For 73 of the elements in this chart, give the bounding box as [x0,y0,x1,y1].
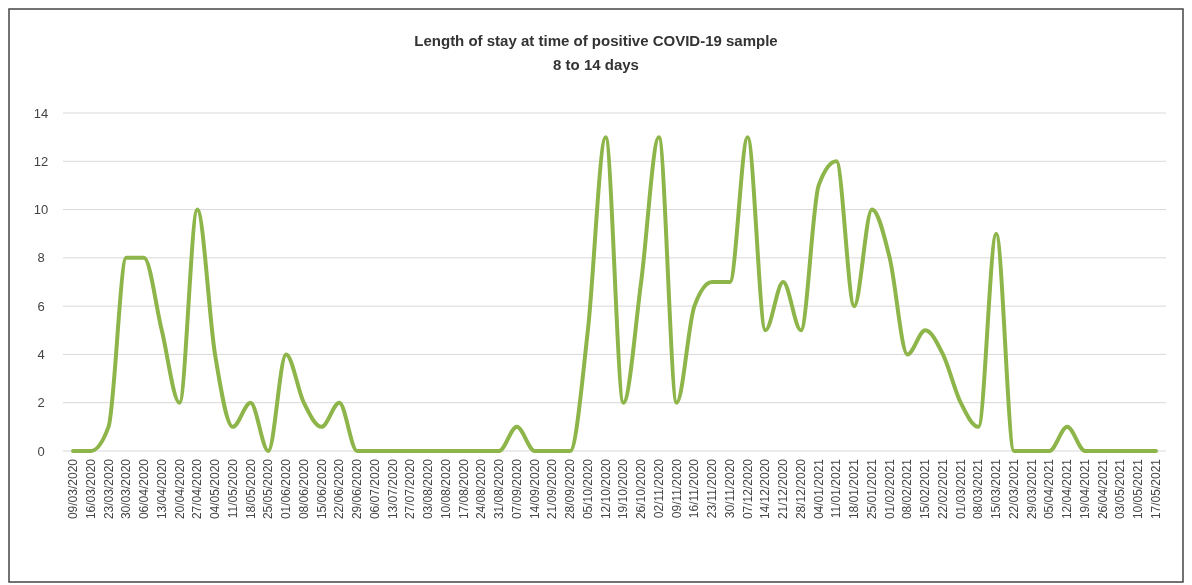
x-tick-label: 07/12/2020 [740,458,755,520]
x-tick-label: 04/01/2021 [811,458,826,520]
x-tick-label: 28/09/2020 [563,458,578,520]
x-tick-label: 09/11/2020 [669,458,684,519]
x-tick-label: 10/05/2021 [1131,458,1146,520]
x-tick-label: 03/05/2021 [1113,458,1128,520]
y-tick-label: 6 [37,298,45,314]
x-tick-label: 15/02/2021 [918,458,933,520]
x-tick-label: 22/02/2021 [935,458,950,520]
x-tick-label: 25/05/2020 [261,458,276,520]
x-tick-label: 06/07/2020 [367,458,382,520]
x-tick-label: 26/04/2021 [1095,458,1110,520]
x-tick-label: 15/03/2021 [989,458,1004,520]
x-tick-label: 09/03/2020 [66,458,80,520]
x-tick-label: 06/04/2020 [137,458,152,520]
x-tick-label: 04/05/2020 [208,458,223,520]
x-tick-label: 22/03/2021 [1006,458,1021,520]
x-tick-label: 18/05/2020 [243,458,258,520]
x-tick-label: 13/04/2020 [154,458,169,520]
y-tick-label: 12 [33,153,49,169]
x-tick-label: 30/03/2020 [119,458,134,520]
x-tick-label: 15/06/2020 [314,458,329,520]
x-tick-label: 01/02/2021 [882,458,897,520]
x-tick-label: 26/10/2020 [634,458,649,520]
x-tick-label: 22/06/2020 [332,458,347,520]
y-tick-label: 4 [37,346,45,362]
x-tick-label: 14/09/2020 [527,458,542,520]
x-tick-label: 16/11/2020 [687,458,702,519]
x-tick-label: 24/08/2020 [474,458,489,520]
chart-title: Length of stay at time of positive COVID-19 sample [414,32,778,49]
x-tick-label: 19/04/2021 [1077,458,1092,520]
x-tick-label: 08/06/2020 [296,458,311,520]
x-tick-label: 25/01/2021 [864,458,879,520]
x-tick-label: 02/11/2020 [651,458,666,519]
x-tick-label: 28/12/2020 [793,458,808,520]
x-tick-label: 05/04/2021 [1042,458,1057,520]
x-tick-label: 20/04/2020 [172,458,187,520]
x-tick-label: 03/08/2020 [421,458,436,520]
x-tick-label: 21/12/2020 [776,458,791,520]
x-tick-label: 23/03/2020 [101,458,116,520]
x-tick-label: 14/12/2020 [758,458,773,520]
x-tick-label: 27/04/2020 [190,458,205,520]
x-tick-label: 29/06/2020 [350,458,365,520]
x-tick-label: 01/06/2020 [279,458,294,520]
x-tick-label: 31/08/2020 [492,458,507,520]
x-tick-label: 11/01/2021 [829,458,844,519]
x-tick-label: 13/07/2020 [385,458,400,520]
x-tick-label: 21/09/2020 [545,458,560,520]
x-tick-label: 16/03/2020 [83,458,98,520]
x-tick-label: 01/03/2021 [953,458,968,520]
y-tick-label: 14 [33,105,49,121]
x-tick-label: 17/05/2021 [1149,458,1163,520]
y-tick-label: 10 [33,202,49,218]
chart-subtitle: 8 to 14 days [553,56,639,73]
x-tick-label: 10/08/2020 [438,458,453,520]
line-series [71,135,1158,453]
x-tick-label: 12/10/2020 [598,458,613,520]
x-tick-label: 29/03/2021 [1024,458,1039,520]
x-tick-label: 05/10/2020 [580,458,595,520]
x-tick-label: 27/07/2020 [403,458,418,520]
x-tick-label: 18/01/2021 [847,458,862,520]
x-tick-label: 07/09/2020 [509,458,524,520]
x-tick-label: 19/10/2020 [616,458,631,520]
y-tick-label: 8 [37,250,45,266]
x-tick-label: 08/03/2021 [971,458,986,520]
x-tick-label: 11/05/2020 [225,458,240,519]
x-tick-label: 30/11/2020 [722,458,737,519]
x-tick-label: 08/02/2021 [900,458,915,520]
x-tick-label: 17/08/2020 [456,458,471,520]
x-tick-label: 23/11/2020 [705,458,720,519]
y-tick-label: 0 [37,443,45,459]
y-tick-label: 2 [37,395,45,411]
x-tick-label: 12/04/2021 [1060,458,1075,520]
